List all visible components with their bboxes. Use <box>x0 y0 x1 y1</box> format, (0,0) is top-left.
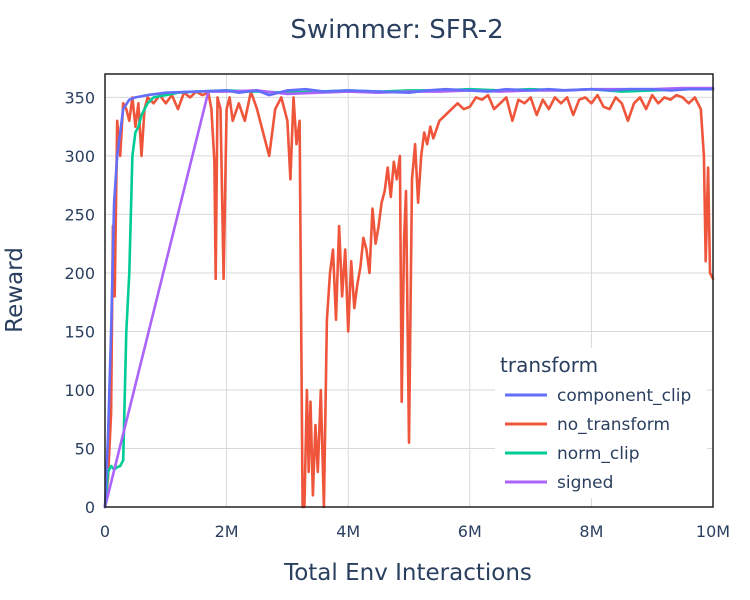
y-tick-label: 300 <box>64 147 95 166</box>
y-tick-label: 350 <box>64 88 95 107</box>
x-tick-label: 4M <box>336 522 360 541</box>
y-tick-label: 50 <box>75 439 95 458</box>
legend-label: norm_clip <box>557 444 640 464</box>
legend-label: component_clip <box>557 386 691 406</box>
plot-frame <box>104 73 714 508</box>
x-tick-label: 2M <box>215 522 239 541</box>
y-axis-title: Reward <box>2 247 28 333</box>
x-tick-label: 0 <box>100 522 110 541</box>
y-tick-label: 150 <box>64 322 95 341</box>
y-tick-label: 0 <box>85 498 95 517</box>
legend-title: transform <box>500 353 598 377</box>
legend: transform component_clip no_transformnorm… <box>495 348 707 498</box>
series-line-no-transform <box>103 90 715 509</box>
y-tick-label: 200 <box>64 264 95 283</box>
y-tick-label: 100 <box>64 381 95 400</box>
x-axis-title: Total Env Interactions <box>283 560 532 586</box>
x-tick-label: 10M <box>696 522 730 541</box>
axis-ticks: 0 50 100 150 200 250 300 350 0 2M 4M 6M 8M 10M <box>64 88 730 541</box>
legend-label: signed <box>557 473 613 493</box>
x-tick-label: 8M <box>579 522 603 541</box>
chart-title: Swimmer: SFR-2 <box>290 15 503 45</box>
y-tick-label: 250 <box>64 205 95 224</box>
legend-label: no_transform <box>557 415 670 435</box>
series-layer <box>103 86 715 509</box>
series-line-component-clip <box>103 87 715 509</box>
x-tick-label: 6M <box>458 522 482 541</box>
